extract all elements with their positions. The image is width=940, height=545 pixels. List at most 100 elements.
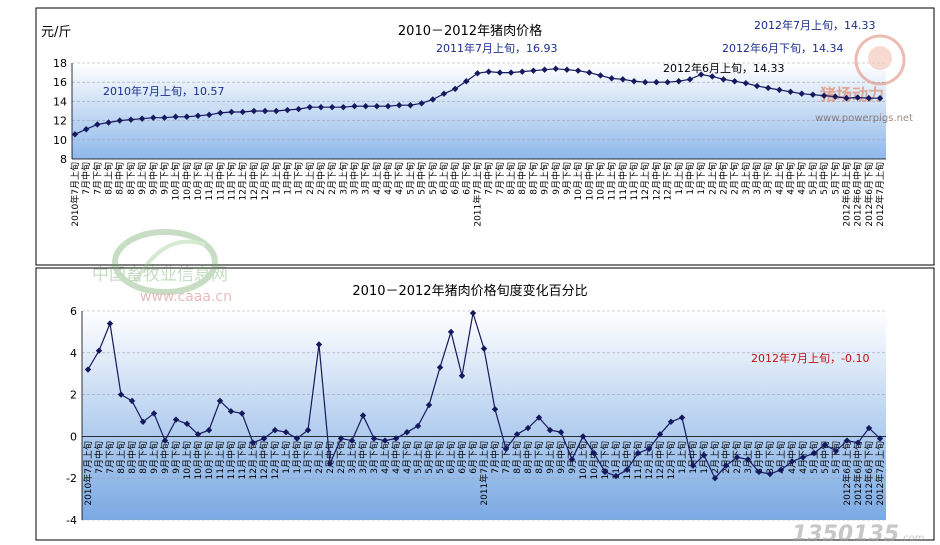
data-point-marker xyxy=(645,445,653,453)
data-point-marker xyxy=(787,88,794,95)
x-tick-label: 8月下旬 xyxy=(533,441,545,474)
x-tick-label: 11月上旬 xyxy=(214,441,226,479)
data-point-marker xyxy=(295,105,302,113)
data-point-marker xyxy=(854,439,862,446)
x-tick-label: 4月下旬 xyxy=(401,441,413,474)
y-tick-label: 6 xyxy=(70,305,77,318)
x-tick-label: 4月下旬 xyxy=(393,162,405,195)
data-point-marker xyxy=(340,103,347,111)
data-point-marker xyxy=(116,117,123,124)
data-point-marker xyxy=(686,76,694,83)
data-point-marker xyxy=(524,424,532,432)
data-point-marker xyxy=(876,435,884,442)
data-point-marker xyxy=(128,397,136,405)
data-point-marker xyxy=(228,108,235,116)
data-point-marker xyxy=(373,103,381,110)
x-tick-label: 4月中旬 xyxy=(785,162,797,195)
data-point-marker xyxy=(447,328,455,336)
x-tick-label: 2011年7月上旬 xyxy=(478,441,490,506)
x-tick-label: 3月上旬 xyxy=(346,441,358,474)
data-point-marker xyxy=(619,76,627,83)
x-tick-label: 2月下旬 xyxy=(335,441,347,474)
data-point-marker xyxy=(675,78,682,85)
x-tick-label: 2011年7月上旬 xyxy=(472,162,484,227)
data-point-marker xyxy=(436,364,444,371)
x-tick-label: 8月中旬 xyxy=(126,441,138,474)
data-point-marker xyxy=(216,397,224,405)
x-tick-label: 5月中旬 xyxy=(819,441,831,474)
x-tick-label: 12月下旬 xyxy=(259,162,271,200)
data-point-marker xyxy=(271,426,279,434)
x-tick-label: 6月上旬 xyxy=(438,162,450,195)
data-point-marker xyxy=(106,320,114,327)
x-tick-label: 12月中旬 xyxy=(248,162,260,200)
x-tick-label: 11月中旬 xyxy=(214,162,226,200)
x-tick-label: 3月下旬 xyxy=(762,162,774,195)
x-tick-label: 9月上旬 xyxy=(539,162,551,195)
y-tick-label: 8 xyxy=(60,153,67,166)
x-tick-label: 12月中旬 xyxy=(654,441,666,479)
x-tick-label: 10月下旬 xyxy=(203,441,215,479)
x-tick-label: 12月中旬 xyxy=(650,162,662,200)
x-tick-label: 6月中旬 xyxy=(449,162,461,195)
data-point-marker xyxy=(239,108,246,116)
x-tick-label: 6月下旬 xyxy=(467,441,479,474)
x-tick-label: 2012年6月上旬 xyxy=(840,162,852,227)
watermark-top-right-text: 猪场动力 xyxy=(819,85,884,104)
data-point-marker xyxy=(865,424,873,432)
data-point-marker xyxy=(753,82,761,90)
data-point-marker xyxy=(117,391,125,398)
x-tick-label: 3月下旬 xyxy=(764,441,776,474)
annotation-2012-06-late: 2012年6月下旬，14.34 xyxy=(722,41,843,55)
x-tick-label: 3月下旬 xyxy=(360,162,372,195)
x-tick-label: 4月上旬 xyxy=(371,162,383,195)
x-tick-label: 5月下旬 xyxy=(427,162,439,195)
data-point-marker xyxy=(574,67,582,74)
x-tick-label: 7月下旬 xyxy=(500,441,512,474)
x-tick-label: 12月上旬 xyxy=(247,441,259,479)
x-tick-label: 2月上旬 xyxy=(706,162,718,195)
x-tick-label: 11月下旬 xyxy=(628,162,640,200)
data-point-marker xyxy=(601,468,609,476)
data-point-marker xyxy=(711,475,719,482)
data-point-marker xyxy=(381,437,389,444)
y-tick-label: -2 xyxy=(66,472,77,485)
y-tick-label: -4 xyxy=(66,514,77,527)
data-point-marker xyxy=(304,426,312,434)
x-tick-label: 12月上旬 xyxy=(639,162,651,200)
data-point-marker xyxy=(507,69,515,76)
data-point-marker xyxy=(337,435,345,442)
watermark-bottom-right-domain: .com xyxy=(900,533,925,544)
x-tick-label: 3月中旬 xyxy=(357,441,369,474)
data-point-marker xyxy=(634,449,642,457)
data-point-marker xyxy=(127,116,135,123)
x-tick-label: 1月下旬 xyxy=(302,441,314,474)
data-point-marker xyxy=(403,429,411,436)
x-tick-label: 10月下旬 xyxy=(192,162,204,200)
annotation-2012-06-early: 2012年6月上旬，14.33 xyxy=(663,61,784,75)
x-tick-label: 8月下旬 xyxy=(527,162,539,195)
data-point-marker xyxy=(260,435,268,442)
x-tick-label: 4月中旬 xyxy=(390,441,402,474)
y-tick-label: 18 xyxy=(53,57,67,70)
data-point-marker xyxy=(788,458,796,465)
data-point-marker xyxy=(764,84,772,92)
watermark-center-text: 中国畜牧业信息网 xyxy=(92,265,228,285)
x-tick-label: 1月中旬 xyxy=(281,162,293,195)
data-point-marker xyxy=(351,103,358,110)
x-tick-label: 1月上旬 xyxy=(673,162,685,195)
x-tick-label: 1月下旬 xyxy=(695,162,707,195)
data-point-marker xyxy=(653,79,660,86)
data-point-marker xyxy=(183,420,191,428)
x-tick-label: 10月上旬 xyxy=(572,162,584,200)
data-point-marker xyxy=(161,437,169,444)
data-point-marker xyxy=(362,103,369,110)
x-tick-label: 10月下旬 xyxy=(594,162,606,200)
data-point-marker xyxy=(776,86,783,94)
x-tick-label: 9月上旬 xyxy=(148,441,160,474)
data-point-marker xyxy=(392,435,400,442)
data-point-marker xyxy=(876,95,884,102)
data-point-marker xyxy=(326,460,334,467)
